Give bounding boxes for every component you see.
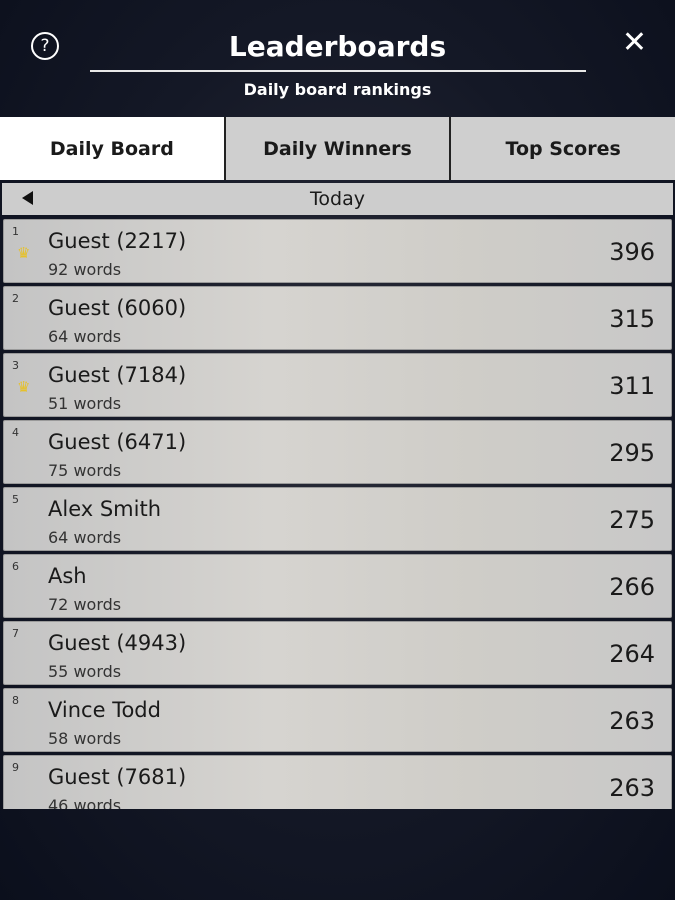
score: 263 <box>609 707 655 735</box>
score: 396 <box>609 238 655 266</box>
rank-number: 7 <box>12 627 19 640</box>
rank-number: 4 <box>12 426 19 439</box>
help-button[interactable]: ? <box>31 32 59 60</box>
rank-number: 5 <box>12 493 19 506</box>
word-count: 75 words <box>48 461 122 480</box>
page-title: Leaderboards <box>228 30 447 63</box>
rank-number: 2 <box>12 292 19 305</box>
rank-number: 9 <box>12 761 19 774</box>
leaderboard-row[interactable]: 4 Guest (6471) 75 words 295 <box>3 420 672 484</box>
title-divider <box>90 70 586 72</box>
tab-top-scores[interactable]: Top Scores <box>451 117 675 180</box>
player-name: Ash <box>48 564 87 588</box>
score: 264 <box>609 640 655 668</box>
score: 315 <box>609 305 655 333</box>
player-name: Guest (6060) <box>48 296 187 320</box>
word-count: 51 words <box>48 394 122 413</box>
word-count: 64 words <box>48 528 122 547</box>
score: 266 <box>609 573 655 601</box>
page-subtitle: Daily board rankings <box>243 80 432 99</box>
tab-daily-board[interactable]: Daily Board <box>0 117 224 180</box>
tab-daily-winners[interactable]: Daily Winners <box>225 117 450 180</box>
player-name: Guest (6471) <box>48 430 187 454</box>
tab-bar: Daily Board Daily Winners Top Scores <box>0 117 675 180</box>
close-icon[interactable]: ✕ <box>621 25 647 60</box>
rank-number: 3 <box>12 359 19 372</box>
word-count: 55 words <box>48 662 122 681</box>
rank-number: 1 <box>12 225 19 238</box>
player-name: Alex Smith <box>48 497 162 521</box>
leaderboard-row[interactable]: 1 ♛ Guest (2217) 92 words 396 <box>3 219 672 283</box>
word-count: 46 words <box>48 796 122 809</box>
rank-number: 8 <box>12 694 19 707</box>
leaderboard-row[interactable]: 9 Guest (7681) 46 words 263 <box>3 755 672 809</box>
score: 295 <box>609 439 655 467</box>
crown-icon: ♛ <box>17 378 31 396</box>
player-name: Guest (7184) <box>48 363 187 387</box>
word-count: 64 words <box>48 327 122 346</box>
score: 311 <box>609 372 655 400</box>
leaderboard-row[interactable]: 5 Alex Smith 64 words 275 <box>3 487 672 551</box>
player-name: Guest (2217) <box>48 229 187 253</box>
crown-icon: ♛ <box>17 244 31 262</box>
previous-day-arrow-icon[interactable] <box>22 191 33 205</box>
score: 275 <box>609 506 655 534</box>
leaderboard-row[interactable]: 6 Ash 72 words 266 <box>3 554 672 618</box>
player-name: Vince Todd <box>48 698 161 722</box>
leaderboard-row[interactable]: 7 Guest (4943) 55 words 264 <box>3 621 672 685</box>
day-selector: Today <box>2 183 673 215</box>
day-label: Today <box>310 188 365 210</box>
rank-number: 6 <box>12 560 19 573</box>
word-count: 58 words <box>48 729 122 748</box>
word-count: 92 words <box>48 260 122 279</box>
player-name: Guest (7681) <box>48 765 187 789</box>
question-icon: ? <box>40 36 50 56</box>
score: 263 <box>609 774 655 802</box>
leaderboard-row[interactable]: 3 ♛ Guest (7184) 51 words 311 <box>3 353 672 417</box>
word-count: 72 words <box>48 595 122 614</box>
leaderboard-row[interactable]: 8 Vince Todd 58 words 263 <box>3 688 672 752</box>
player-name: Guest (4943) <box>48 631 187 655</box>
leaderboard-list[interactable]: 1 ♛ Guest (2217) 92 words 396 2 Guest (6060)… <box>3 219 672 809</box>
leaderboard-row[interactable]: 2 Guest (6060) 64 words 315 <box>3 286 672 350</box>
